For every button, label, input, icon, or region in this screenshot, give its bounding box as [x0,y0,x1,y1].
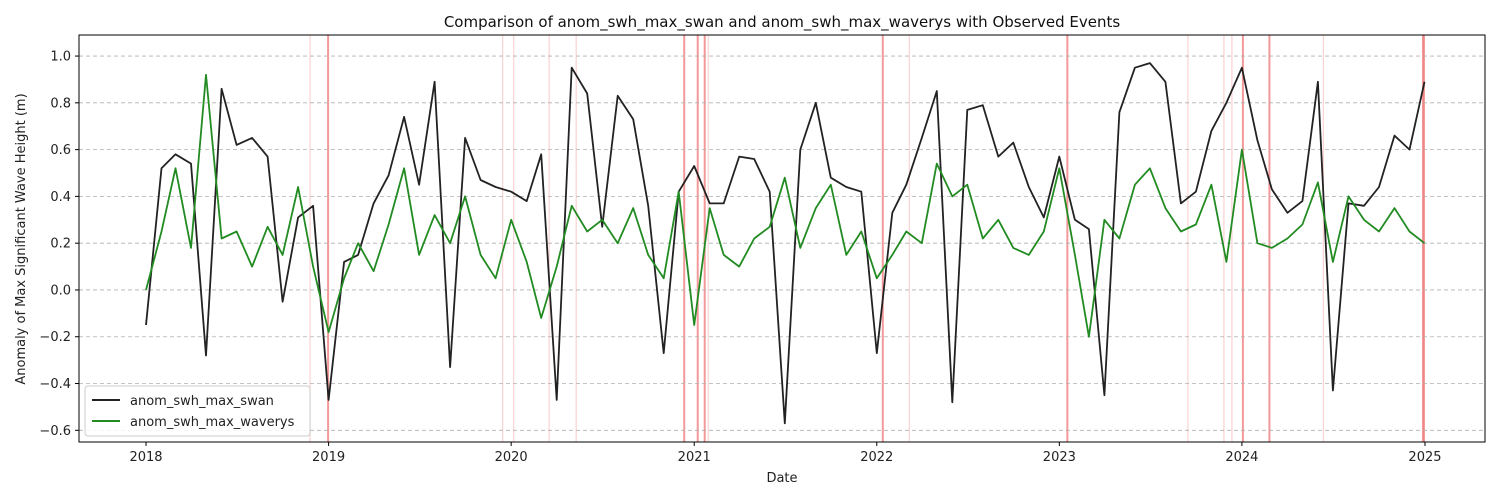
y-tick-label-1: −0.4 [39,377,71,392]
y-ticks: −0.6 −0.4 −0.2 0.0 0.2 0.4 0.6 0.8 1.0 [39,50,79,439]
legend: anom_swh_max_swan anom_swh_max_waverys [84,385,311,437]
x-tick-label-3: 2021 [678,450,711,465]
legend-label-waverys: anom_swh_max_waverys [130,415,295,430]
x-tick-label-6: 2024 [1225,450,1258,465]
series-line-anom_swh_max_waverys [145,73,1426,338]
legend-box [84,385,311,437]
x-ticks: 2018 2019 2020 2021 2022 2023 2024 2025 [129,442,1442,465]
x-tick-label-1: 2019 [312,450,345,465]
grid-lines [79,55,1485,431]
x-tick-label-0: 2018 [129,450,162,465]
y-tick-label-7: 0.8 [50,96,71,111]
y-tick-label-8: 1.0 [50,50,71,65]
legend-label-swan: anom_swh_max_swan [130,394,274,409]
y-axis-label: Anomaly of Max Significant Wave Height (… [14,93,29,384]
x-tick-label-4: 2022 [860,450,893,465]
x-tick-label-7: 2025 [1408,450,1441,465]
y-tick-label-5: 0.4 [50,190,71,205]
x-axis-label: Date [766,471,797,486]
x-tick-label-2: 2020 [495,450,528,465]
y-tick-label-0: −0.6 [39,424,71,439]
x-tick-label-5: 2023 [1043,450,1076,465]
chart-title: Comparison of anom_swh_max_swan and anom… [444,13,1121,32]
y-tick-label-2: −0.2 [39,330,71,345]
plot-frame [78,34,1486,443]
y-tick-label-3: 0.0 [50,283,71,298]
y-tick-label-4: 0.2 [50,237,71,252]
y-tick-label-6: 0.6 [50,143,71,158]
series-lines [145,62,1426,425]
series-line-anom_swh_max_swan [145,62,1426,425]
